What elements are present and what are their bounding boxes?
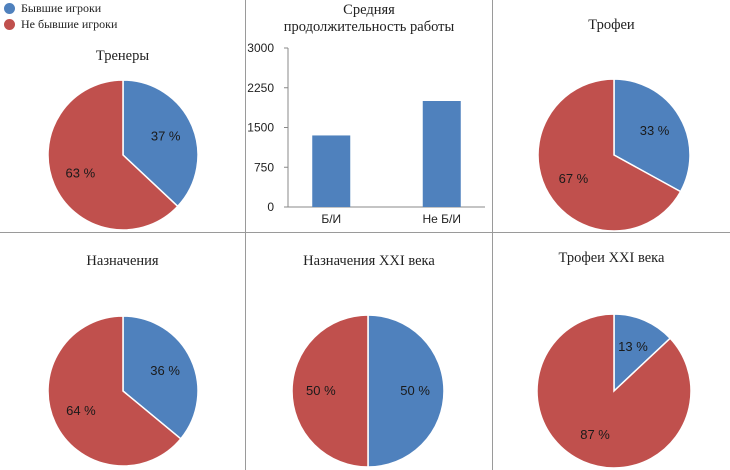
title-trophies-21: Трофеи XXI века [558, 250, 665, 266]
pie-label-former: 33 % [640, 123, 670, 138]
pie-slice-nonformer [291, 314, 369, 468]
pie-label-former: 50 % [400, 383, 430, 398]
pie-slice-nonformer [47, 315, 182, 467]
pie-label-former: 13 % [618, 339, 648, 354]
y-tick-label: 3000 [247, 41, 274, 55]
pie-label-nonformer: 50 % [306, 383, 336, 398]
divider-left [245, 0, 246, 470]
pie-slice-former [613, 78, 691, 193]
title-duration-line2: продолжительность работы [283, 19, 455, 35]
pie-label-former: 36 % [150, 363, 180, 378]
pie-slice-nonformer [537, 78, 682, 232]
pie-slice-former [613, 313, 672, 393]
x-tick-label: Не Б/И [422, 212, 461, 226]
title-trophies: Трофеи [588, 17, 635, 33]
pie-label-former: 37 % [151, 129, 181, 144]
bar-former [312, 135, 351, 207]
divider-right [492, 0, 493, 470]
y-tick-label: 0 [267, 200, 274, 214]
y-tick-label: 2250 [247, 81, 274, 95]
legend-item-nonformer: Не бывшие игроки [4, 16, 117, 32]
title-appointments: Назначения [86, 253, 159, 269]
pie-label-nonformer: 63 % [66, 165, 96, 180]
legend-label-former: Бывшие игроки [21, 1, 102, 15]
y-tick-label: 1500 [247, 121, 274, 135]
pie-appointments: 36 % 64 % [47, 315, 199, 467]
pie-slice-former [122, 315, 199, 440]
title-duration-line1: Средняя [343, 2, 395, 18]
y-tick-label: 750 [254, 160, 274, 174]
legend-swatch-former [4, 2, 15, 14]
title-coaches: Тренеры [95, 48, 150, 64]
pie-label-nonformer: 64 % [66, 403, 96, 418]
pie-slice-former [367, 314, 445, 468]
pie-coaches: 37 % 63 % [47, 79, 199, 231]
pie-slice-nonformer [536, 313, 692, 469]
legend-item-former: Бывшие игроки [4, 0, 117, 16]
pie-label-nonformer: 87 % [580, 427, 610, 442]
pie-label-nonformer: 67 % [559, 171, 589, 186]
title-appointments-21: Назначения XXI века [303, 253, 435, 269]
x-tick-label: Б/И [321, 212, 341, 226]
pie-trophies-21: 13 % 87 % [536, 313, 692, 469]
pie-slice-nonformer [47, 79, 179, 231]
pie-slice-former [122, 79, 199, 208]
pie-appointments-21: 50 % 50 % [291, 314, 445, 468]
divider-horizontal [0, 232, 730, 233]
bar-chart-duration: 0 750 1500 2250 3000 Б/И Не Б/И [247, 41, 485, 226]
legend: Бывшие игроки Не бывшие игроки [4, 0, 117, 32]
legend-swatch-nonformer [4, 18, 15, 30]
bar-nonformer [422, 101, 461, 207]
legend-label-nonformer: Не бывшие игроки [21, 17, 118, 31]
pie-trophies: 33 % 67 % [537, 78, 691, 232]
